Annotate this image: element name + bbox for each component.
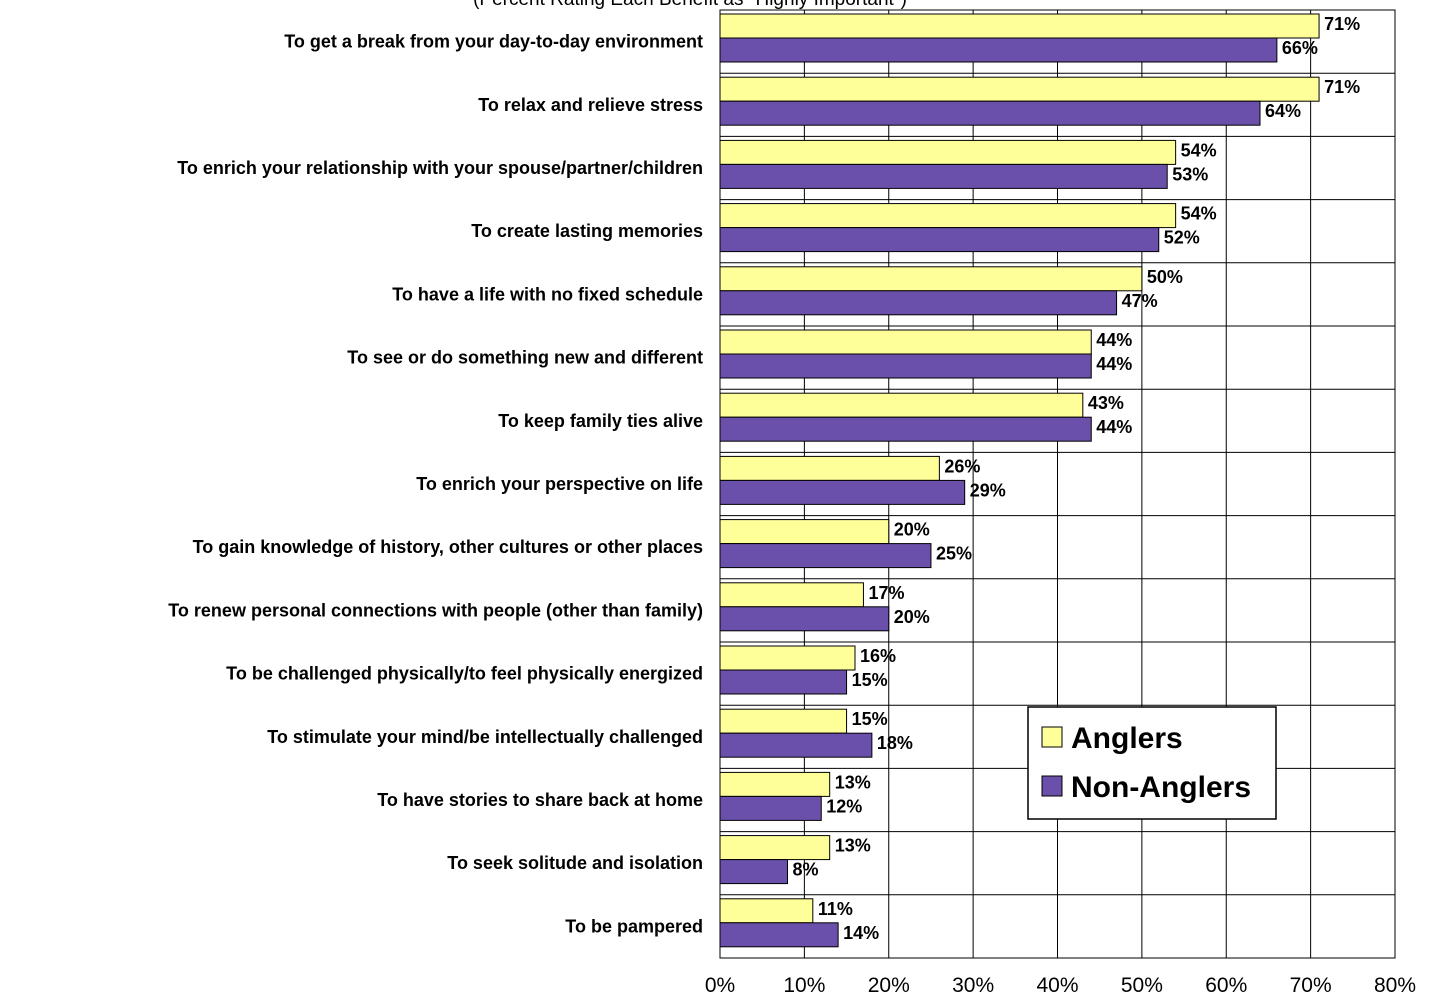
bar-non-anglers [719, 353, 1092, 379]
category-label: To have a life with no fixed schedule [392, 284, 703, 304]
bar-non-anglers [719, 479, 966, 505]
data-label: 20% [894, 607, 930, 627]
legend-swatch [1041, 775, 1063, 797]
category-label: To keep family ties alive [498, 411, 703, 431]
bar-anglers [719, 835, 831, 861]
category-label: To stimulate your mind/be intellectually… [267, 727, 703, 747]
category-label: To get a break from your day-to-day envi… [284, 32, 703, 52]
bar-anglers [719, 266, 1143, 292]
bar-anglers [719, 139, 1177, 165]
data-label: 47% [1122, 291, 1158, 311]
chart-subtitle: (Percent Rating Each Benefit as "Highly … [473, 0, 907, 10]
x-tick-label: 0% [705, 974, 735, 997]
category-label: To see or do something new and different [347, 348, 703, 368]
legend-label: Non-Anglers [1071, 771, 1251, 804]
data-label: 52% [1164, 228, 1200, 248]
x-tick-label: 40% [1036, 974, 1078, 997]
bar-anglers [719, 329, 1092, 355]
data-label: 12% [826, 796, 862, 816]
category-label: To seek solitude and isolation [447, 853, 703, 873]
bar-non-anglers [719, 669, 848, 695]
bar-non-anglers [719, 100, 1261, 126]
data-label: 15% [852, 670, 888, 690]
data-label: 13% [835, 772, 871, 792]
data-label: 54% [1181, 140, 1217, 160]
bar-anglers [719, 392, 1084, 418]
data-label: 44% [1096, 417, 1132, 437]
bar-anglers [719, 455, 940, 481]
bar-anglers [719, 708, 848, 734]
bar-non-anglers [719, 606, 890, 632]
data-label: 71% [1324, 14, 1360, 34]
data-label: 54% [1181, 204, 1217, 224]
data-label: 14% [843, 923, 879, 943]
bar-anglers [719, 898, 814, 924]
bar-non-anglers [719, 37, 1278, 63]
data-label: 71% [1324, 77, 1360, 97]
category-label: To enrich your perspective on life [416, 474, 703, 494]
data-label: 15% [852, 709, 888, 729]
bar-non-anglers [719, 227, 1160, 253]
x-tick-label: 30% [952, 974, 994, 997]
bar-non-anglers [719, 543, 932, 569]
data-label: 43% [1088, 393, 1124, 413]
data-label: 44% [1096, 330, 1132, 350]
x-tick-label: 20% [868, 974, 910, 997]
bar-non-anglers [719, 416, 1092, 442]
data-label: 53% [1172, 164, 1208, 184]
data-label: 17% [868, 583, 904, 603]
category-label: To enrich your relationship with your sp… [177, 158, 703, 178]
bar-anglers [719, 76, 1320, 102]
category-label: To have stories to share back at home [377, 790, 703, 810]
data-label: 64% [1265, 101, 1301, 121]
category-label: To renew personal connections with peopl… [168, 600, 703, 620]
bar-non-anglers [719, 859, 788, 885]
bar-non-anglers [719, 922, 839, 948]
data-label: 25% [936, 544, 972, 564]
legend-box [1027, 706, 1277, 820]
x-tick-label: 50% [1121, 974, 1163, 997]
category-label: To be pampered [565, 916, 703, 936]
bar-non-anglers [719, 290, 1118, 316]
bar-anglers [719, 645, 856, 671]
data-label: 50% [1147, 267, 1183, 287]
bar-non-anglers [719, 732, 873, 758]
bar-anglers [719, 771, 831, 797]
category-label: To relax and relieve stress [478, 95, 703, 115]
data-label: 16% [860, 646, 896, 666]
data-label: 18% [877, 733, 913, 753]
bar-non-anglers [719, 795, 822, 821]
category-label: To gain knowledge of history, other cult… [193, 537, 703, 557]
data-label: 11% [818, 899, 853, 919]
legend-label: Anglers [1071, 722, 1183, 755]
bar-anglers [719, 203, 1177, 229]
category-label: To be challenged physically/to feel phys… [226, 664, 703, 684]
data-label: 66% [1282, 38, 1318, 58]
data-label: 29% [970, 480, 1006, 500]
x-tick-label: 10% [783, 974, 825, 997]
category-label: To create lasting memories [471, 221, 703, 241]
x-tick-label: 80% [1374, 974, 1416, 997]
data-label: 20% [894, 520, 930, 540]
data-label: 26% [944, 456, 980, 476]
x-tick-label: 60% [1205, 974, 1247, 997]
bar-anglers [719, 13, 1320, 39]
data-label: 13% [835, 836, 871, 856]
data-label: 8% [793, 860, 819, 880]
bar-non-anglers [719, 163, 1168, 189]
data-label: 44% [1096, 354, 1132, 374]
bar-anglers [719, 519, 890, 545]
legend-swatch [1041, 726, 1063, 748]
x-tick-label: 70% [1290, 974, 1332, 997]
bar-anglers [719, 582, 864, 608]
